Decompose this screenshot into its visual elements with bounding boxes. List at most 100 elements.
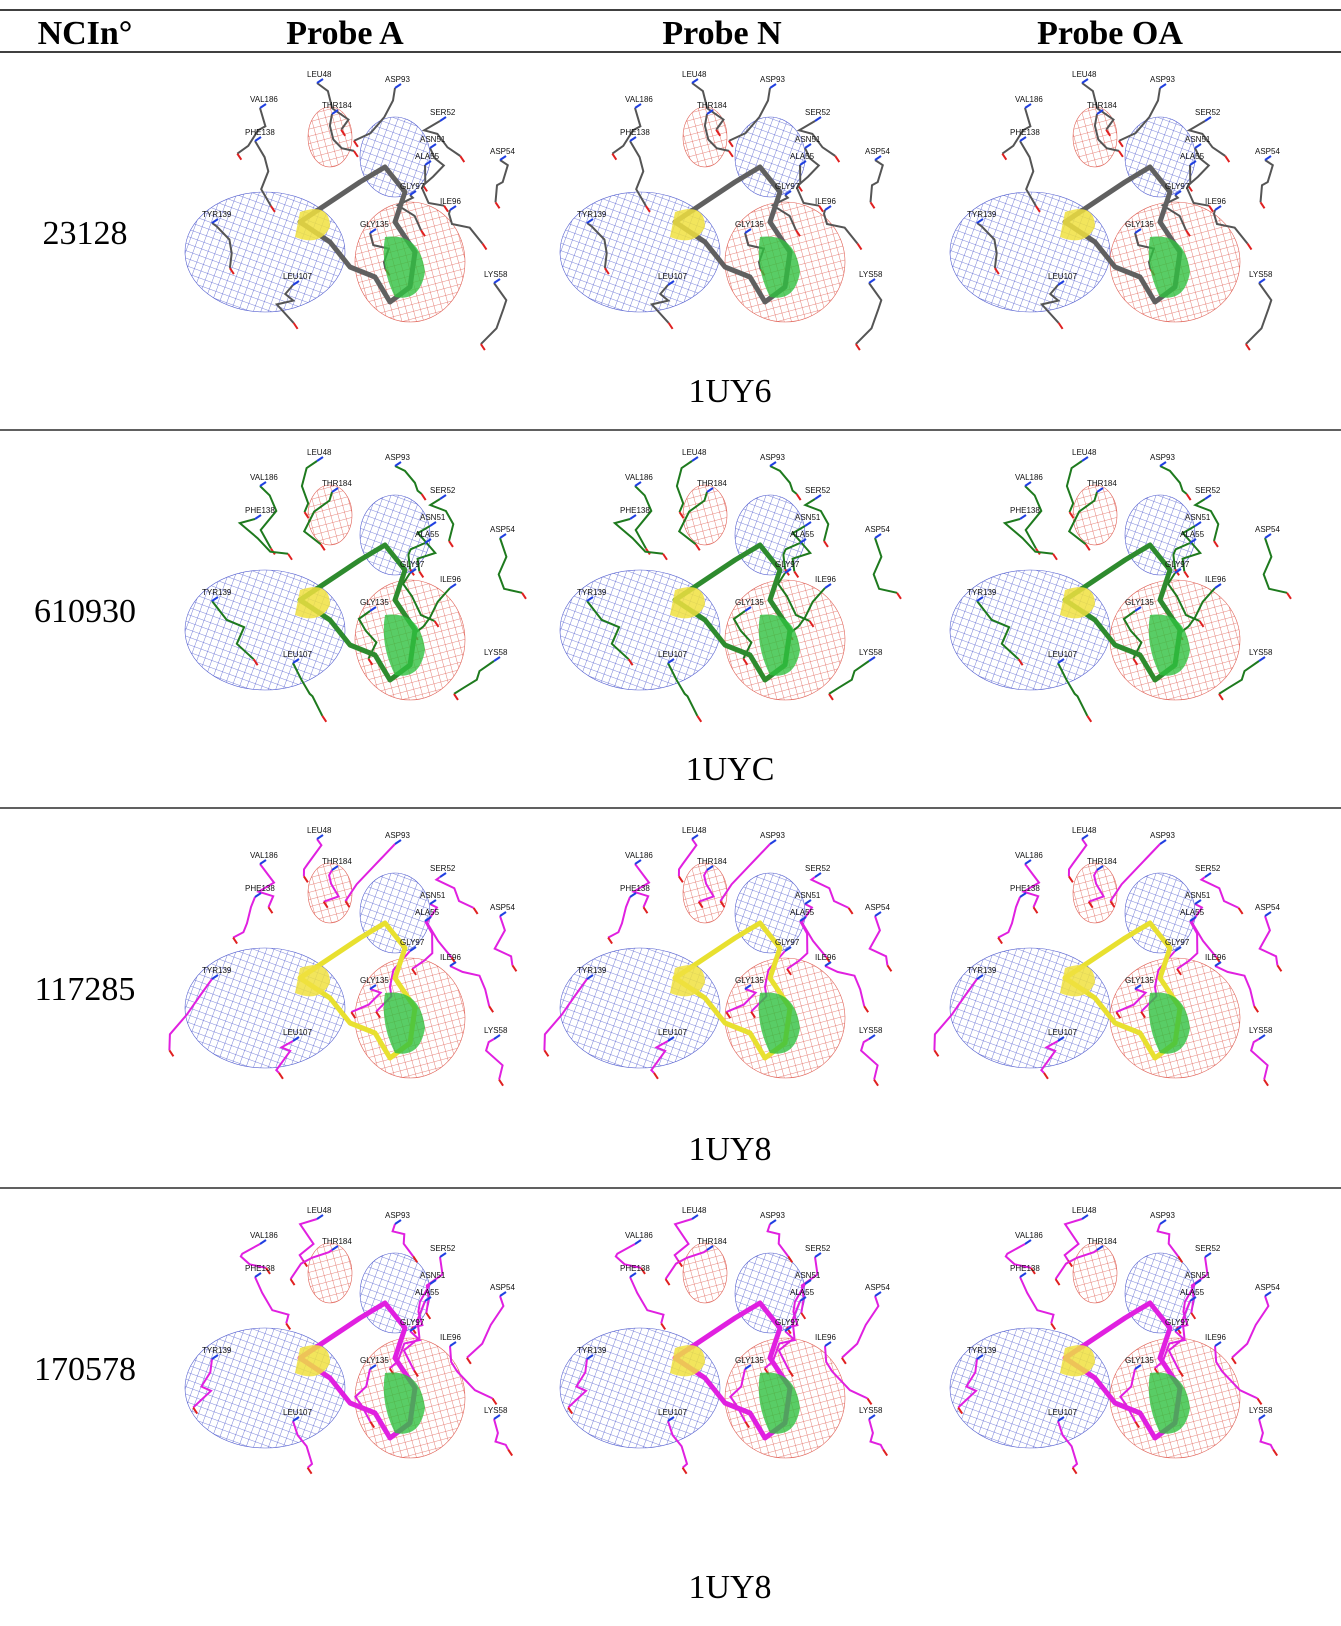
residue-label: TYR139	[577, 588, 607, 597]
residue-label: ASP93	[760, 1211, 785, 1220]
atom-n	[424, 538, 432, 544]
residue-label: THR184	[1087, 857, 1117, 866]
atom-n	[744, 984, 752, 990]
residue-stick	[1004, 1243, 1032, 1269]
pdb-code: 1UY6	[688, 373, 771, 410]
ligand-probe-yellow	[670, 209, 705, 241]
mesh-blue	[1124, 494, 1196, 576]
residue-stick	[420, 164, 445, 207]
atom-n	[1174, 190, 1182, 196]
atom-n	[976, 1354, 984, 1360]
residue-stick	[1190, 1256, 1209, 1314]
atom-n	[1194, 1279, 1202, 1285]
residue-stick	[649, 284, 671, 324]
residue-label: ASP93	[760, 831, 785, 840]
residue-label: VAL186	[250, 1231, 278, 1240]
atom-o	[1272, 1449, 1279, 1457]
residue-label: THR184	[697, 479, 727, 488]
atom-n	[868, 656, 876, 662]
residue-label: PHE138	[620, 1264, 650, 1273]
residue-label: LYS58	[1249, 1026, 1273, 1035]
residue-label: ASN51	[1185, 135, 1211, 144]
residue-label: LEU48	[682, 826, 707, 835]
residue-stick	[1067, 838, 1088, 877]
atom-o	[725, 1011, 732, 1019]
residue-stick	[725, 988, 758, 1014]
residue-label: ALA55	[1180, 908, 1205, 917]
atom-o	[494, 201, 501, 209]
atom-o	[678, 875, 684, 883]
residue-stick	[391, 1223, 415, 1257]
column-header: Probe N	[662, 15, 782, 52]
ligand-probe-yellow	[295, 209, 330, 241]
docking-panel: VAL186 LEU48 ASP93 THR184 SER52 PHE138 ASN51 AL…	[559, 70, 890, 351]
atom-n	[744, 606, 752, 612]
atom-n	[1189, 916, 1197, 922]
atom-o	[1224, 155, 1231, 163]
atom-n	[439, 1252, 447, 1258]
atom-n	[1057, 658, 1065, 664]
residue-label: GLY135	[1125, 1356, 1154, 1365]
atom-n	[1174, 568, 1182, 574]
atom-n	[784, 190, 792, 196]
atom-n	[706, 865, 714, 871]
residue-stick	[302, 491, 333, 546]
atom-n	[804, 899, 812, 905]
atom-o	[1086, 715, 1093, 723]
atom-o	[472, 907, 479, 915]
atom-n	[331, 1245, 339, 1251]
atom-n	[1264, 155, 1272, 161]
atom-n	[1204, 1252, 1212, 1258]
residue-stick	[1057, 662, 1089, 717]
residue-label: ILE96	[1205, 197, 1226, 206]
residue-label: ASP93	[385, 1211, 410, 1220]
mesh-blue	[734, 872, 806, 954]
atom-n	[1189, 538, 1197, 544]
atom-n	[429, 899, 437, 905]
atom-n	[586, 596, 594, 602]
atom-n	[1096, 487, 1104, 493]
atom-o	[1087, 901, 1094, 909]
residue-label: LEU107	[283, 1028, 312, 1037]
residue-label: GLY135	[735, 1356, 764, 1365]
atom-n	[1096, 1245, 1104, 1251]
atom-n	[629, 514, 637, 520]
residue-label: ASN51	[795, 135, 821, 144]
atom-n	[1258, 1034, 1266, 1040]
residue-stick	[1088, 869, 1106, 903]
atom-o	[453, 693, 459, 701]
residue-label: LEU107	[283, 272, 312, 281]
residue-stick	[782, 542, 801, 570]
residue-stick	[776, 572, 810, 622]
atom-o	[278, 1072, 284, 1080]
residue-stick	[493, 915, 514, 966]
residue-label: ASN51	[795, 1271, 821, 1280]
residue-stick	[416, 525, 438, 572]
residue-label: SER52	[805, 864, 831, 873]
atom-o	[886, 964, 893, 972]
atom-n	[744, 228, 752, 234]
residue-stick	[1166, 572, 1200, 622]
residue-label: PHE138	[1010, 884, 1040, 893]
atom-n	[1264, 533, 1272, 539]
atom-n	[586, 1354, 594, 1360]
docking-panel: VAL186 LEU48 ASP93 THR184 SER52 PHE138 ASN51 AL…	[949, 70, 1280, 351]
residue-label: LEU48	[307, 70, 332, 79]
residue-stick	[1160, 194, 1187, 231]
atom-n	[784, 946, 792, 952]
atom-n	[493, 278, 501, 284]
atom-n	[1096, 865, 1104, 871]
atom-o	[353, 140, 359, 148]
atom-o	[488, 1005, 495, 1013]
atom-o	[742, 658, 749, 666]
atom-o	[728, 140, 734, 148]
atom-n	[1264, 911, 1272, 917]
atom-o	[411, 968, 417, 976]
atom-o	[744, 1420, 751, 1429]
atom-n	[499, 533, 507, 539]
pdb-code: 1UYC	[686, 751, 775, 788]
residue-label: SER52	[1195, 1244, 1221, 1253]
residue-label: TYR139	[577, 210, 607, 219]
residue-label: VAL186	[250, 95, 278, 104]
atom-o	[1043, 1072, 1049, 1080]
